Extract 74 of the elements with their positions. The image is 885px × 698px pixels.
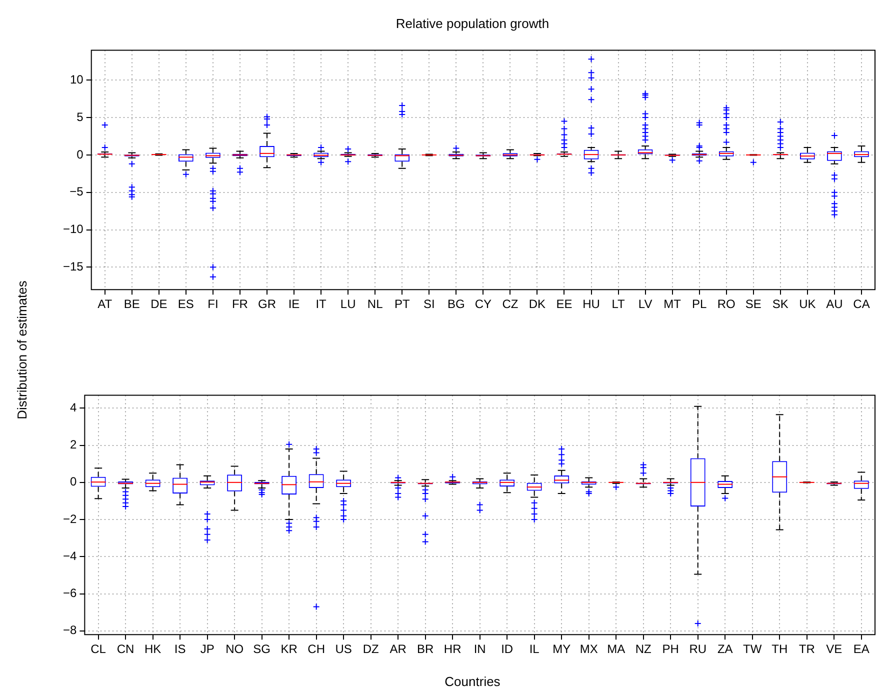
x-tick-label: MY: [552, 642, 571, 656]
x-tick-label: CN: [116, 642, 134, 656]
y-tick-label: −10: [62, 222, 84, 236]
x-tick-label: IT: [316, 297, 328, 312]
x-tick-label: LV: [638, 297, 652, 312]
x-tick-label: HR: [444, 642, 462, 656]
x-tick-label: SE: [745, 297, 762, 312]
y-tick-label: 4: [70, 400, 77, 415]
x-tick-label: CL: [90, 642, 106, 656]
x-tick-label: SI: [423, 297, 435, 312]
chart-title: Relative population growth: [394, 16, 550, 31]
x-tick-label: MT: [664, 297, 682, 312]
x-tick-label: EE: [556, 297, 572, 312]
x-tick-label: BR: [417, 642, 434, 656]
x-tick-label: RU: [689, 642, 707, 656]
x-tick-label: ES: [178, 297, 194, 312]
x-tick-label: PT: [394, 297, 410, 312]
x-tick-label: BE: [124, 297, 140, 312]
x-tick-label: KR: [280, 642, 298, 656]
x-tick-label: IE: [288, 297, 300, 312]
x-tick-label: GR: [258, 297, 276, 312]
x-tick-label: SG: [253, 642, 270, 656]
x-tick-label: VE: [826, 642, 842, 656]
y-axis-title: Distribution of estimates: [14, 280, 30, 420]
x-tick-label: DK: [528, 297, 546, 312]
x-tick-label: TH: [772, 642, 788, 656]
x-tick-label: ZA: [717, 642, 733, 656]
x-tick-label: AU: [826, 297, 843, 312]
x-tick-label: AR: [390, 642, 407, 656]
y-tick-label: −15: [62, 259, 84, 274]
x-tick-label: BG: [447, 297, 465, 312]
x-tick-label: HK: [144, 642, 162, 656]
x-tick-label: NL: [367, 297, 384, 312]
x-tick-label: CA: [853, 297, 870, 312]
x-tick-label: CY: [474, 297, 492, 312]
x-tick-label: DE: [150, 297, 168, 312]
x-tick-label: SK: [772, 297, 788, 312]
x-tick-label: LT: [612, 297, 626, 312]
x-tick-label: IS: [174, 642, 186, 656]
y-tick-label: −5: [70, 184, 84, 199]
x-tick-label: DZ: [362, 642, 379, 656]
x-tick-label: TR: [798, 642, 816, 656]
x-tick-label: CH: [308, 642, 325, 656]
x-axis-title: Countries: [444, 674, 502, 689]
x-tick-label: AT: [98, 297, 113, 312]
x-tick-label: NZ: [635, 642, 652, 656]
x-tick-label: JP: [200, 642, 214, 656]
x-tick-label: US: [335, 642, 352, 656]
x-tick-label: ID: [501, 642, 514, 656]
x-tick-label: HU: [582, 297, 600, 312]
x-tick-label: NO: [226, 642, 244, 656]
y-tick-label: 2: [70, 438, 77, 452]
y-tick-label: 0: [76, 147, 84, 162]
x-tick-label: TW: [743, 642, 762, 656]
y-tick-label: 0: [70, 474, 77, 489]
x-tick-label: EA: [853, 642, 870, 656]
x-tick-label: IL: [529, 642, 540, 656]
x-tick-label: CZ: [502, 297, 518, 312]
x-tick-label: MX: [580, 642, 598, 656]
x-tick-label: PH: [662, 642, 679, 656]
y-tick-label: 10: [70, 72, 84, 86]
x-tick-label: LU: [340, 297, 356, 312]
x-tick-label: UK: [799, 297, 816, 312]
x-tick-label: MA: [607, 642, 626, 656]
x-tick-label: FR: [232, 297, 248, 312]
y-tick-label: 5: [76, 110, 84, 124]
x-tick-label: IN: [474, 642, 486, 656]
y-tick-label: −4: [62, 548, 77, 563]
y-tick-label: −2: [62, 512, 77, 526]
x-tick-label: RO: [717, 297, 736, 312]
x-tick-label: PL: [692, 297, 708, 312]
x-tick-label: FI: [208, 297, 218, 312]
y-tick-label: −8: [62, 623, 77, 638]
y-tick-label: −6: [62, 586, 77, 600]
